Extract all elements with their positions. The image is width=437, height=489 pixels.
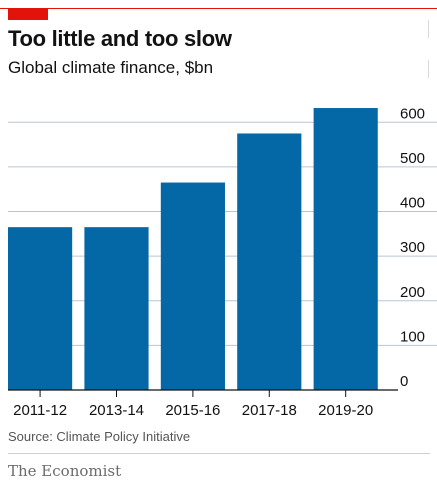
y-axis-ticks: 0 100 200 300 400 500 600	[400, 105, 425, 390]
publisher-logo: The Economist	[8, 462, 122, 480]
bars	[8, 108, 378, 391]
y-tick-label: 200	[400, 284, 425, 301]
x-tick-label: 2013-14	[89, 402, 144, 419]
chart-subtitle: Global climate finance, $bn	[8, 58, 214, 77]
bar	[313, 108, 378, 391]
y-tick-label: 100	[400, 328, 425, 345]
y-tick-label: 500	[400, 150, 425, 167]
brand-red-tag	[8, 8, 48, 20]
x-tick-label: 2017-18	[242, 402, 297, 419]
x-tick-label: 2019-20	[318, 402, 373, 419]
source-note: Source: Climate Policy Initiative	[8, 429, 191, 444]
x-axis-ticks: 2011-12 2013-14 2015-16 2017-18 2019-20	[13, 390, 373, 419]
top-rule	[0, 8, 437, 9]
bar	[8, 227, 73, 390]
y-tick-label: 300	[400, 239, 425, 256]
bottom-rule	[8, 453, 430, 454]
chart-title: Too little and too slow	[8, 26, 232, 51]
y-tick-label: 600	[400, 105, 425, 122]
edge-divider	[428, 60, 429, 78]
y-tick-label: 400	[400, 195, 425, 212]
bar	[160, 182, 225, 390]
bar	[237, 133, 302, 390]
bar	[84, 227, 149, 390]
edge-divider	[428, 20, 429, 38]
x-tick-label: 2011-12	[13, 402, 67, 419]
y-tick-label: 0	[400, 373, 408, 390]
x-tick-label: 2015-16	[165, 402, 220, 419]
bar-chart: 0 100 200 300 400 500 600 2011-12 2013-14 2015-1…	[8, 105, 437, 419]
